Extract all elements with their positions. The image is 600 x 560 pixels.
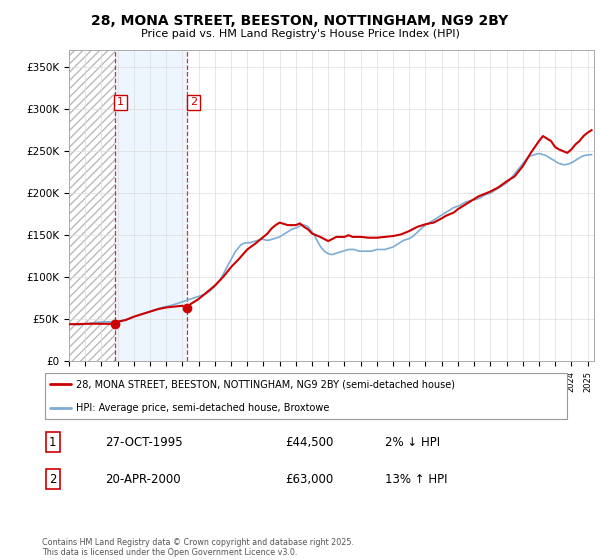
Text: Contains HM Land Registry data © Crown copyright and database right 2025.
This d: Contains HM Land Registry data © Crown c…	[42, 538, 354, 557]
Text: 28, MONA STREET, BEESTON, NOTTINGHAM, NG9 2BY (semi-detached house): 28, MONA STREET, BEESTON, NOTTINGHAM, NG…	[76, 379, 455, 389]
Text: HPI: Average price, semi-detached house, Broxtowe: HPI: Average price, semi-detached house,…	[76, 403, 329, 413]
Text: 2: 2	[49, 473, 56, 486]
FancyBboxPatch shape	[44, 373, 568, 419]
Text: 28, MONA STREET, BEESTON, NOTTINGHAM, NG9 2BY: 28, MONA STREET, BEESTON, NOTTINGHAM, NG…	[91, 14, 509, 28]
Text: £63,000: £63,000	[285, 473, 333, 486]
Text: 2% ↓ HPI: 2% ↓ HPI	[385, 436, 440, 449]
Text: £44,500: £44,500	[285, 436, 333, 449]
Text: Price paid vs. HM Land Registry's House Price Index (HPI): Price paid vs. HM Land Registry's House …	[140, 29, 460, 39]
Text: 2: 2	[190, 97, 197, 108]
Text: 1: 1	[117, 97, 124, 108]
Text: 13% ↑ HPI: 13% ↑ HPI	[385, 473, 448, 486]
Text: 27-OCT-1995: 27-OCT-1995	[106, 436, 183, 449]
Text: 20-APR-2000: 20-APR-2000	[106, 473, 181, 486]
Text: 1: 1	[49, 436, 56, 449]
